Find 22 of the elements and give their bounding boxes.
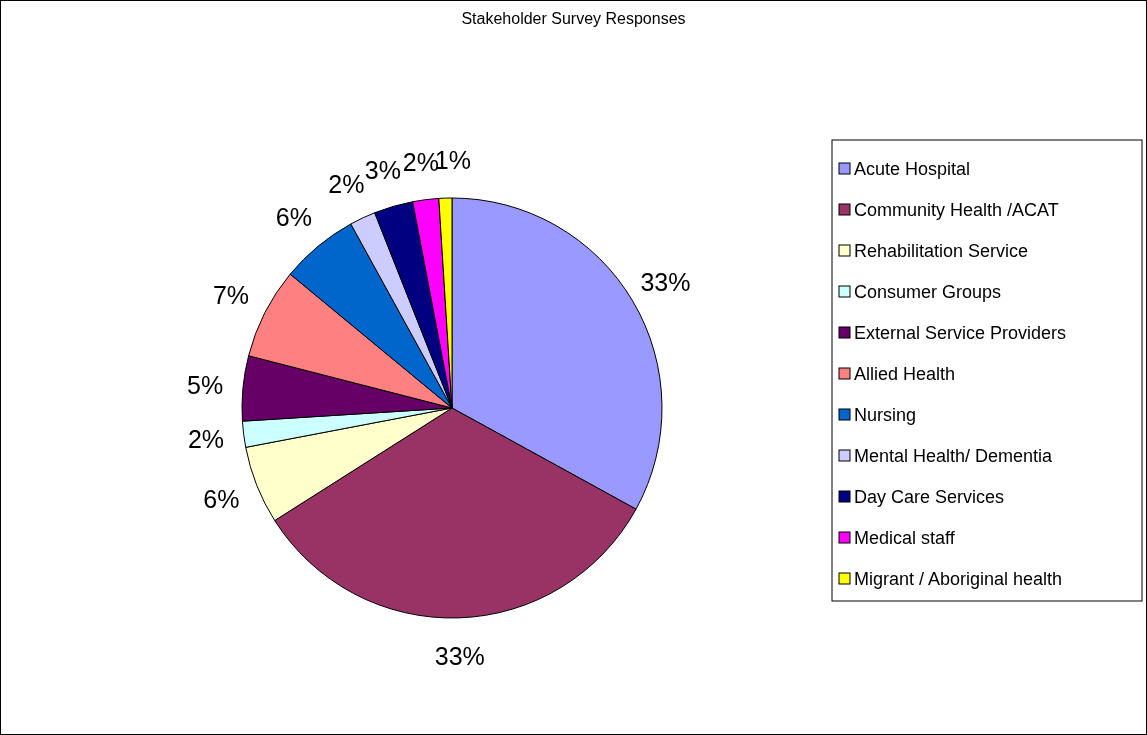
data-label: 6% bbox=[203, 485, 240, 514]
legend-label: Migrant / Aboriginal health bbox=[854, 569, 1063, 589]
data-label: 7% bbox=[212, 281, 250, 310]
legend-label: Mental Health/ Dementia bbox=[854, 446, 1054, 466]
data-label: 6% bbox=[275, 202, 312, 231]
legend-label: Acute Hospital bbox=[854, 159, 971, 179]
legend-label: Allied Health bbox=[854, 364, 956, 384]
data-label: 3% bbox=[364, 155, 401, 184]
data-label: 33% bbox=[434, 641, 485, 670]
data-label: 2% bbox=[402, 147, 439, 176]
data-label: 2% bbox=[328, 169, 365, 198]
legend-label: Rehabilitation Service bbox=[854, 241, 1029, 261]
data-label: 5% bbox=[187, 370, 224, 399]
legend-label: Community Health /ACAT bbox=[854, 200, 1059, 220]
legend-label: External Service Providers bbox=[854, 323, 1067, 343]
legend-label: Medical staff bbox=[854, 528, 956, 548]
data-label: 2% bbox=[187, 425, 225, 454]
chart-title: Stakeholder Survey Responses bbox=[461, 10, 686, 27]
legend-label: Nursing bbox=[854, 405, 917, 425]
legend-label: Consumer Groups bbox=[854, 282, 1002, 302]
legend-label: Day Care Services bbox=[854, 487, 1005, 507]
data-label: 33% bbox=[640, 267, 691, 296]
